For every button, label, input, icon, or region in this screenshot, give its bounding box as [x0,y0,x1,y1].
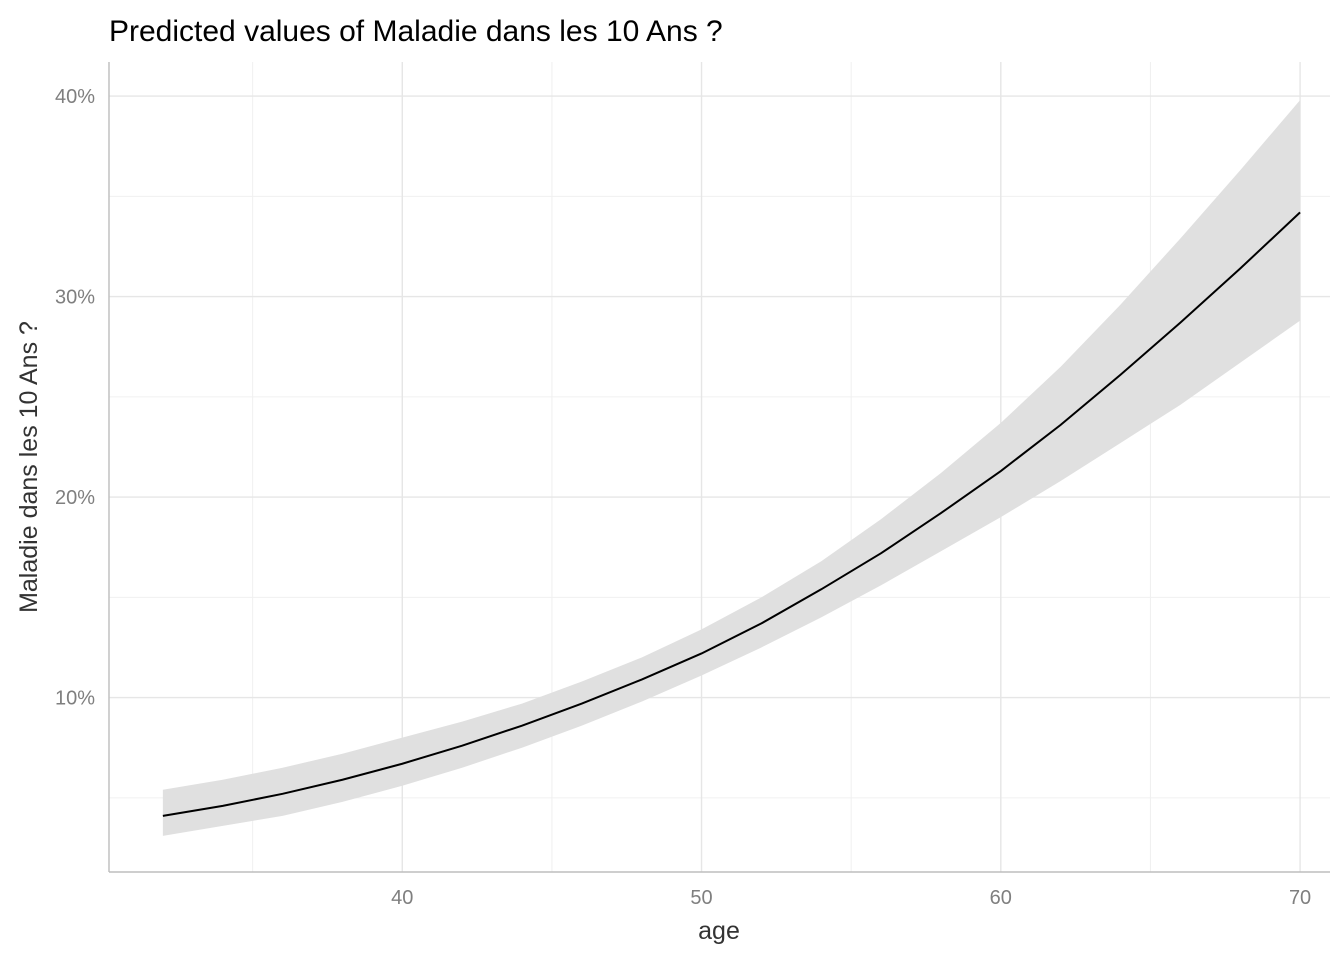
confidence-band [162,100,1301,836]
x-axis-title: age [698,917,740,945]
y-tick-label: 40% [55,86,95,108]
x-tick-label: 70 [1289,887,1311,909]
confidence-band-layer [162,100,1301,836]
x-tick-label: 60 [990,887,1012,909]
chart-title: Predicted values of Maladie dans les 10 … [109,15,723,48]
x-tick-label: 40 [391,887,413,909]
minor-gridlines [109,62,1330,872]
y-tick-label: 20% [55,487,95,509]
major-gridlines [109,62,1330,872]
x-tick-label: 50 [690,887,712,909]
y-axis-title: Maladie dans les 10 Ans ? [15,321,43,613]
y-tick-label: 10% [55,688,95,710]
prediction-line [162,211,1301,817]
prediction-line-layer [162,211,1301,817]
x-tick-labels: 40 50 60 70 [391,887,1311,909]
y-tick-label: 30% [55,287,95,309]
y-tick-labels: 10% 20% 30% 40% [55,86,95,709]
